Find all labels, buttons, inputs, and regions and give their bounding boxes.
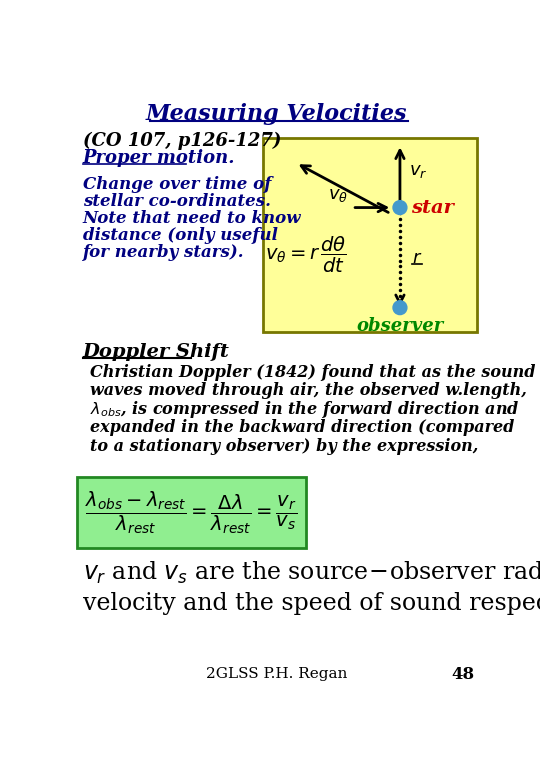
Circle shape: [393, 301, 407, 314]
Text: waves moved through air, the observed w.length,: waves moved through air, the observed w.…: [90, 382, 527, 399]
Text: to a stationary observer) by the expression,: to a stationary observer) by the express…: [90, 438, 479, 455]
Text: 2GLSS P.H. Regan: 2GLSS P.H. Regan: [206, 667, 347, 681]
Text: $r$: $r$: [412, 249, 423, 267]
Text: 48: 48: [451, 665, 475, 682]
Text: $v_r$ and $v_s$ are the source$\!-\!$observer radial: $v_r$ and $v_s$ are the source$\!-\!$obs…: [83, 559, 540, 586]
Text: Note that need to know: Note that need to know: [83, 210, 301, 227]
Text: Proper motion.: Proper motion.: [83, 149, 235, 167]
Text: $v_\theta$: $v_\theta$: [328, 186, 348, 204]
Text: distance (only useful: distance (only useful: [83, 227, 278, 244]
Text: Measuring Velocities: Measuring Velocities: [146, 103, 408, 125]
Text: (CO 107, p126-127): (CO 107, p126-127): [83, 133, 281, 151]
Circle shape: [393, 200, 407, 215]
Text: $v_\theta = r\,\dfrac{d\theta}{dt}$: $v_\theta = r\,\dfrac{d\theta}{dt}$: [265, 236, 347, 275]
Text: Christian Doppler (1842) found that as the sound: Christian Doppler (1842) found that as t…: [90, 363, 536, 381]
Text: Doppler Shift: Doppler Shift: [83, 342, 230, 360]
Text: $v_r$: $v_r$: [409, 161, 428, 179]
Text: star: star: [411, 199, 454, 217]
Text: expanded in the backward direction (compared: expanded in the backward direction (comp…: [90, 420, 515, 436]
FancyBboxPatch shape: [263, 138, 477, 332]
Text: stellar co-ordinates.: stellar co-ordinates.: [83, 193, 271, 210]
Text: for nearby stars).: for nearby stars).: [83, 243, 244, 261]
Text: Change over time of: Change over time of: [83, 176, 271, 193]
FancyBboxPatch shape: [77, 477, 306, 548]
Text: velocity and the speed of sound respectively.: velocity and the speed of sound respecti…: [83, 592, 540, 615]
Text: $\lambda_{obs}$, is compressed in the forward direction and: $\lambda_{obs}$, is compressed in the fo…: [90, 399, 520, 420]
Text: $\dfrac{\lambda_{obs} - \lambda_{rest}}{\lambda_{rest}} = \dfrac{\Delta\lambda}{: $\dfrac{\lambda_{obs} - \lambda_{rest}}{…: [85, 489, 298, 536]
Text: observer: observer: [356, 317, 443, 335]
